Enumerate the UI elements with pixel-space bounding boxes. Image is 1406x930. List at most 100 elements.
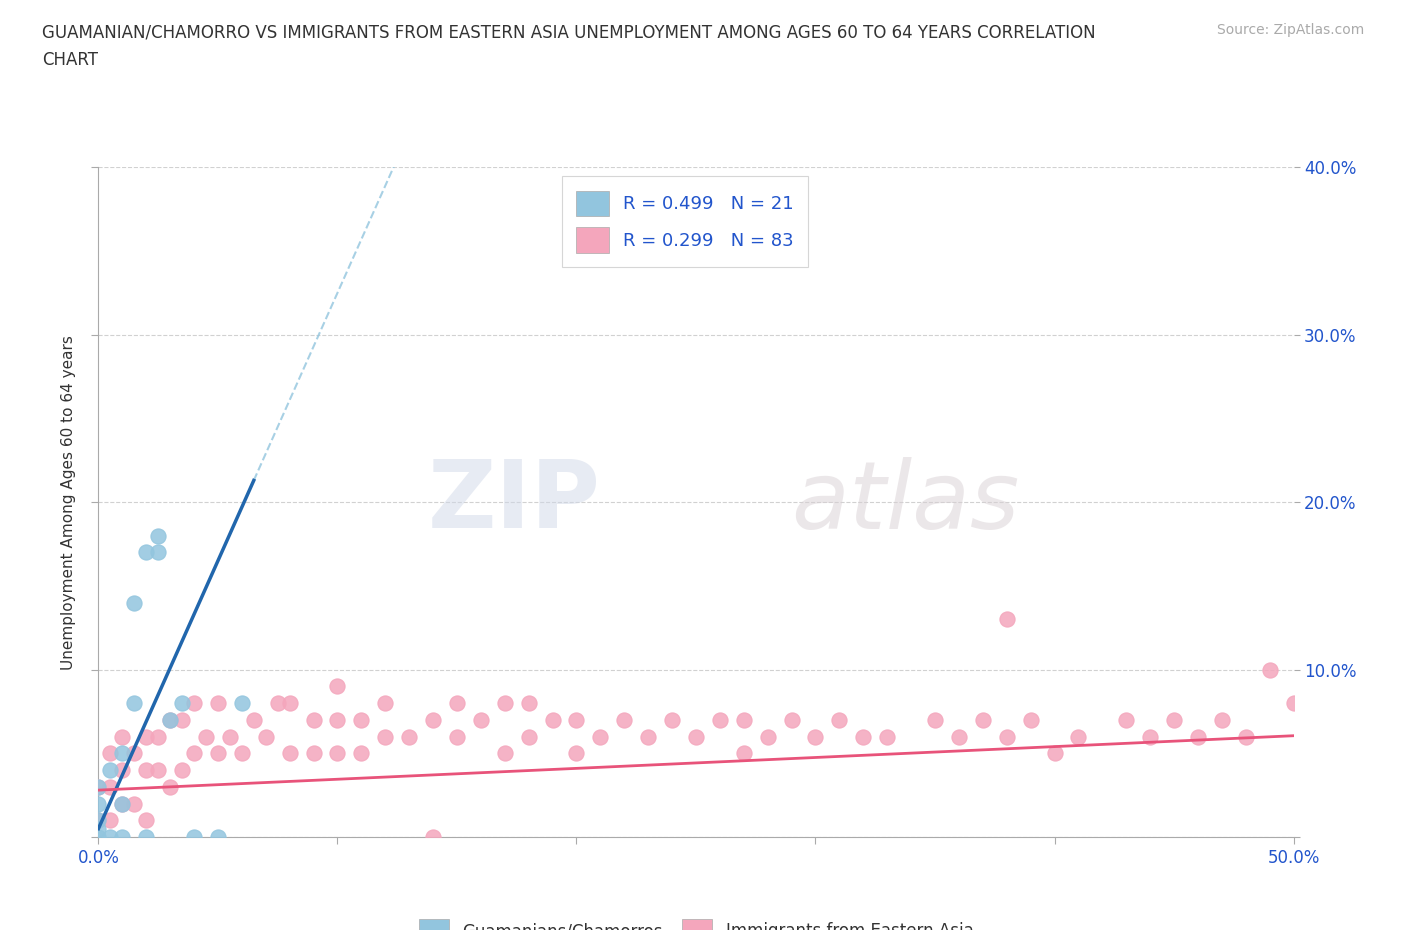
Point: [87, 821, 110, 836]
Point: [1043, 746, 1066, 761]
Point: [685, 729, 707, 744]
Point: [207, 830, 229, 844]
Point: [326, 679, 349, 694]
Point: [278, 696, 301, 711]
Point: [87, 779, 110, 794]
Point: [172, 696, 194, 711]
Point: [267, 696, 290, 711]
Point: [111, 830, 134, 844]
Point: [1163, 712, 1185, 727]
Text: ZIP: ZIP: [427, 457, 600, 548]
Point: [517, 696, 540, 711]
Point: [231, 696, 253, 711]
Point: [828, 712, 851, 727]
Point: [231, 746, 253, 761]
Text: atlas: atlas: [792, 457, 1019, 548]
Point: [98, 746, 122, 761]
Point: [98, 779, 122, 794]
Point: [135, 830, 157, 844]
Point: [565, 746, 588, 761]
Point: [1234, 729, 1257, 744]
Point: [98, 813, 122, 828]
Point: [852, 729, 875, 744]
Point: [148, 729, 170, 744]
Point: [148, 763, 170, 777]
Point: [1282, 696, 1305, 711]
Point: [589, 729, 612, 744]
Point: [124, 796, 146, 811]
Point: [326, 746, 349, 761]
Point: [326, 712, 349, 727]
Point: [183, 696, 205, 711]
Point: [972, 712, 994, 727]
Point: [1258, 662, 1281, 677]
Point: [446, 729, 468, 744]
Point: [183, 830, 205, 844]
Point: [876, 729, 898, 744]
Point: [565, 712, 588, 727]
Point: [98, 763, 122, 777]
Point: [398, 729, 420, 744]
Point: [111, 796, 134, 811]
Point: [374, 696, 396, 711]
Point: [446, 696, 468, 711]
Point: [995, 612, 1018, 627]
Point: [111, 796, 134, 811]
Point: [350, 712, 373, 727]
Point: [1139, 729, 1161, 744]
Point: [148, 545, 170, 560]
Point: [111, 729, 134, 744]
Text: CHART: CHART: [42, 51, 98, 69]
Point: [87, 830, 110, 844]
Text: Source: ZipAtlas.com: Source: ZipAtlas.com: [1216, 23, 1364, 37]
Point: [87, 779, 110, 794]
Point: [1115, 712, 1137, 727]
Point: [135, 763, 157, 777]
Point: [733, 712, 755, 727]
Point: [159, 712, 181, 727]
Point: [135, 545, 157, 560]
Point: [924, 712, 946, 727]
Point: [194, 729, 218, 744]
Point: [1067, 729, 1090, 744]
Point: [733, 746, 755, 761]
Point: [494, 746, 516, 761]
Point: [219, 729, 242, 744]
Point: [494, 696, 516, 711]
Point: [111, 746, 134, 761]
Point: [613, 712, 636, 727]
Point: [374, 729, 396, 744]
Point: [637, 729, 659, 744]
Text: GUAMANIAN/CHAMORRO VS IMMIGRANTS FROM EASTERN ASIA UNEMPLOYMENT AMONG AGES 60 TO: GUAMANIAN/CHAMORRO VS IMMIGRANTS FROM EA…: [42, 23, 1095, 41]
Point: [780, 712, 803, 727]
Point: [87, 796, 110, 811]
Point: [148, 528, 170, 543]
Point: [254, 729, 277, 744]
Point: [1187, 729, 1209, 744]
Y-axis label: Unemployment Among Ages 60 to 64 years: Unemployment Among Ages 60 to 64 years: [60, 335, 76, 670]
Point: [517, 729, 540, 744]
Point: [243, 712, 266, 727]
Point: [172, 712, 194, 727]
Point: [541, 712, 564, 727]
Point: [804, 729, 827, 744]
Point: [111, 763, 134, 777]
Point: [422, 712, 444, 727]
Point: [98, 830, 122, 844]
Point: [1019, 712, 1042, 727]
Point: [87, 813, 110, 828]
Point: [159, 779, 181, 794]
Point: [948, 729, 970, 744]
Point: [995, 729, 1018, 744]
Point: [302, 746, 325, 761]
Point: [709, 712, 731, 727]
Legend: Guamanians/Chamorros, Immigrants from Eastern Asia: Guamanians/Chamorros, Immigrants from Ea…: [412, 912, 980, 930]
Point: [183, 746, 205, 761]
Point: [1211, 712, 1233, 727]
Point: [124, 595, 146, 610]
Point: [135, 813, 157, 828]
Point: [422, 830, 444, 844]
Point: [661, 712, 683, 727]
Point: [207, 746, 229, 761]
Point: [135, 729, 157, 744]
